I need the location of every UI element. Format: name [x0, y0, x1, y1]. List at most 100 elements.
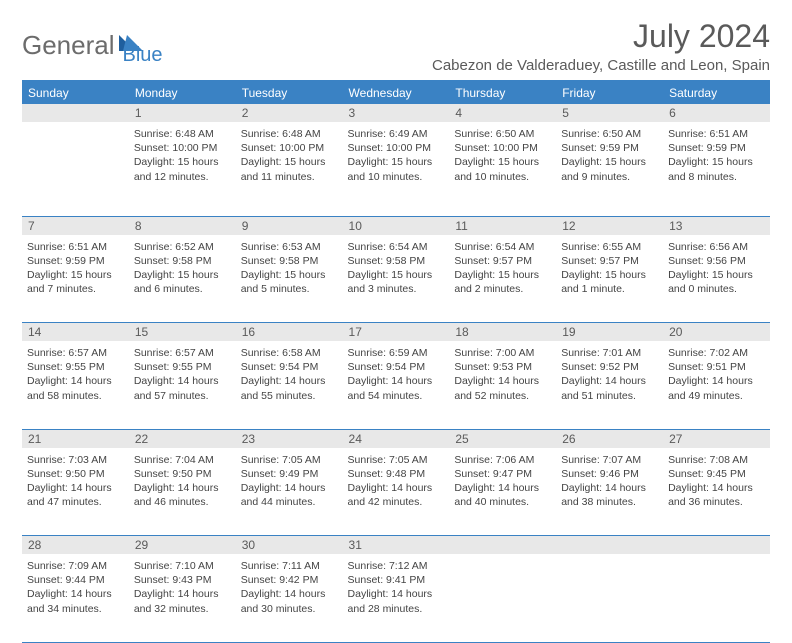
- day-number: 29: [129, 536, 236, 555]
- sunrise-text: Sunrise: 7:06 AM: [454, 453, 551, 467]
- daylight-text: Daylight: 14 hours and 36 minutes.: [668, 481, 765, 509]
- day-number: 23: [236, 429, 343, 448]
- daylight-text: Daylight: 14 hours and 55 minutes.: [241, 374, 338, 402]
- day-cell: [663, 554, 770, 642]
- sunset-text: Sunset: 9:59 PM: [668, 141, 765, 155]
- sunrise-text: Sunrise: 7:10 AM: [134, 559, 231, 573]
- daylight-text: Daylight: 15 hours and 12 minutes.: [134, 155, 231, 183]
- sunrise-text: Sunrise: 7:09 AM: [27, 559, 124, 573]
- day-cell: Sunrise: 7:05 AMSunset: 9:48 PMDaylight:…: [343, 448, 450, 536]
- sunset-text: Sunset: 9:58 PM: [241, 254, 338, 268]
- day-info: Sunrise: 7:07 AMSunset: 9:46 PMDaylight:…: [561, 451, 658, 510]
- sunrise-text: Sunrise: 6:51 AM: [668, 127, 765, 141]
- daylight-text: Daylight: 14 hours and 44 minutes.: [241, 481, 338, 509]
- sunset-text: Sunset: 9:46 PM: [561, 467, 658, 481]
- sunset-text: Sunset: 10:00 PM: [241, 141, 338, 155]
- week-daynum-row: 78910111213: [22, 216, 770, 235]
- day-cell: Sunrise: 6:57 AMSunset: 9:55 PMDaylight:…: [22, 341, 129, 429]
- sunset-text: Sunset: 9:51 PM: [668, 360, 765, 374]
- day-info: Sunrise: 6:51 AMSunset: 9:59 PMDaylight:…: [27, 238, 124, 297]
- daylight-text: Daylight: 15 hours and 5 minutes.: [241, 268, 338, 296]
- sunrise-text: Sunrise: 7:00 AM: [454, 346, 551, 360]
- day-number: 11: [449, 216, 556, 235]
- sunset-text: Sunset: 9:58 PM: [134, 254, 231, 268]
- day-cell: [449, 554, 556, 642]
- day-cell: Sunrise: 6:48 AMSunset: 10:00 PMDaylight…: [236, 122, 343, 216]
- day-number: 5: [556, 104, 663, 122]
- day-info: Sunrise: 6:51 AMSunset: 9:59 PMDaylight:…: [668, 125, 765, 184]
- day-info: Sunrise: 6:50 AMSunset: 10:00 PMDaylight…: [454, 125, 551, 184]
- day-info: Sunrise: 7:04 AMSunset: 9:50 PMDaylight:…: [134, 451, 231, 510]
- day-header: Thursday: [449, 81, 556, 104]
- sunrise-text: Sunrise: 6:50 AM: [454, 127, 551, 141]
- day-number: 15: [129, 323, 236, 342]
- day-number: 24: [343, 429, 450, 448]
- sunrise-text: Sunrise: 6:48 AM: [241, 127, 338, 141]
- daylight-text: Daylight: 15 hours and 3 minutes.: [348, 268, 445, 296]
- daylight-text: Daylight: 14 hours and 51 minutes.: [561, 374, 658, 402]
- day-header: Wednesday: [343, 81, 450, 104]
- day-cell: Sunrise: 7:00 AMSunset: 9:53 PMDaylight:…: [449, 341, 556, 429]
- day-info: Sunrise: 7:05 AMSunset: 9:49 PMDaylight:…: [241, 451, 338, 510]
- sunrise-text: Sunrise: 7:05 AM: [241, 453, 338, 467]
- day-cell: [556, 554, 663, 642]
- daylight-text: Daylight: 15 hours and 10 minutes.: [454, 155, 551, 183]
- day-number: 12: [556, 216, 663, 235]
- day-cell: Sunrise: 6:50 AMSunset: 9:59 PMDaylight:…: [556, 122, 663, 216]
- day-cell: Sunrise: 6:51 AMSunset: 9:59 PMDaylight:…: [663, 122, 770, 216]
- day-cell: Sunrise: 6:57 AMSunset: 9:55 PMDaylight:…: [129, 341, 236, 429]
- sunset-text: Sunset: 9:57 PM: [561, 254, 658, 268]
- week-info-row: Sunrise: 6:48 AMSunset: 10:00 PMDaylight…: [22, 122, 770, 216]
- daylight-text: Daylight: 15 hours and 6 minutes.: [134, 268, 231, 296]
- day-cell: Sunrise: 7:03 AMSunset: 9:50 PMDaylight:…: [22, 448, 129, 536]
- logo: General Blue: [22, 18, 163, 67]
- day-info: Sunrise: 6:54 AMSunset: 9:58 PMDaylight:…: [348, 238, 445, 297]
- sunrise-text: Sunrise: 6:57 AM: [134, 346, 231, 360]
- day-number: 22: [129, 429, 236, 448]
- sunrise-text: Sunrise: 6:58 AM: [241, 346, 338, 360]
- daylight-text: Daylight: 14 hours and 52 minutes.: [454, 374, 551, 402]
- day-info: Sunrise: 7:05 AMSunset: 9:48 PMDaylight:…: [348, 451, 445, 510]
- sunrise-text: Sunrise: 7:08 AM: [668, 453, 765, 467]
- sunset-text: Sunset: 9:44 PM: [27, 573, 124, 587]
- day-cell: Sunrise: 6:48 AMSunset: 10:00 PMDaylight…: [129, 122, 236, 216]
- day-header: Monday: [129, 81, 236, 104]
- daylight-text: Daylight: 14 hours and 28 minutes.: [348, 587, 445, 615]
- day-info: Sunrise: 6:57 AMSunset: 9:55 PMDaylight:…: [134, 344, 231, 403]
- sunset-text: Sunset: 9:56 PM: [668, 254, 765, 268]
- day-info: Sunrise: 6:52 AMSunset: 9:58 PMDaylight:…: [134, 238, 231, 297]
- day-number: 8: [129, 216, 236, 235]
- sunrise-text: Sunrise: 7:12 AM: [348, 559, 445, 573]
- day-cell: Sunrise: 6:52 AMSunset: 9:58 PMDaylight:…: [129, 235, 236, 323]
- week-info-row: Sunrise: 6:51 AMSunset: 9:59 PMDaylight:…: [22, 235, 770, 323]
- daylight-text: Daylight: 14 hours and 34 minutes.: [27, 587, 124, 615]
- day-cell: Sunrise: 7:08 AMSunset: 9:45 PMDaylight:…: [663, 448, 770, 536]
- day-number: 4: [449, 104, 556, 122]
- week-daynum-row: 28293031: [22, 536, 770, 555]
- day-number: 14: [22, 323, 129, 342]
- day-cell: Sunrise: 6:54 AMSunset: 9:57 PMDaylight:…: [449, 235, 556, 323]
- sunset-text: Sunset: 9:55 PM: [134, 360, 231, 374]
- day-number: 3: [343, 104, 450, 122]
- day-number: 16: [236, 323, 343, 342]
- sunset-text: Sunset: 10:00 PM: [348, 141, 445, 155]
- day-number: 6: [663, 104, 770, 122]
- day-cell: Sunrise: 6:49 AMSunset: 10:00 PMDaylight…: [343, 122, 450, 216]
- week-info-row: Sunrise: 6:57 AMSunset: 9:55 PM Daylight:…: [22, 341, 770, 429]
- sunrise-text: Sunrise: 6:50 AM: [561, 127, 658, 141]
- sunrise-text: Sunrise: 7:02 AM: [668, 346, 765, 360]
- sunset-text: Sunset: 10:00 PM: [454, 141, 551, 155]
- day-info: Sunrise: 7:02 AMSunset: 9:51 PMDaylight:…: [668, 344, 765, 403]
- day-number: 13: [663, 216, 770, 235]
- day-info: Sunrise: 7:00 AMSunset: 9:53 PMDaylight:…: [454, 344, 551, 403]
- daylight-text: Daylight: 15 hours and 11 minutes.: [241, 155, 338, 183]
- sunrise-text: Sunrise: 7:01 AM: [561, 346, 658, 360]
- day-number: 1: [129, 104, 236, 122]
- sunset-text: Sunset: 9:41 PM: [348, 573, 445, 587]
- sunset-text: Sunset: 9:49 PM: [241, 467, 338, 481]
- week-info-row: Sunrise: 7:09 AMSunset: 9:44 PMDaylight:…: [22, 554, 770, 642]
- day-number: 19: [556, 323, 663, 342]
- sunset-text: Sunset: 9:50 PM: [134, 467, 231, 481]
- day-info: Sunrise: 7:03 AMSunset: 9:50 PMDaylight:…: [27, 451, 124, 510]
- day-cell: [22, 122, 129, 216]
